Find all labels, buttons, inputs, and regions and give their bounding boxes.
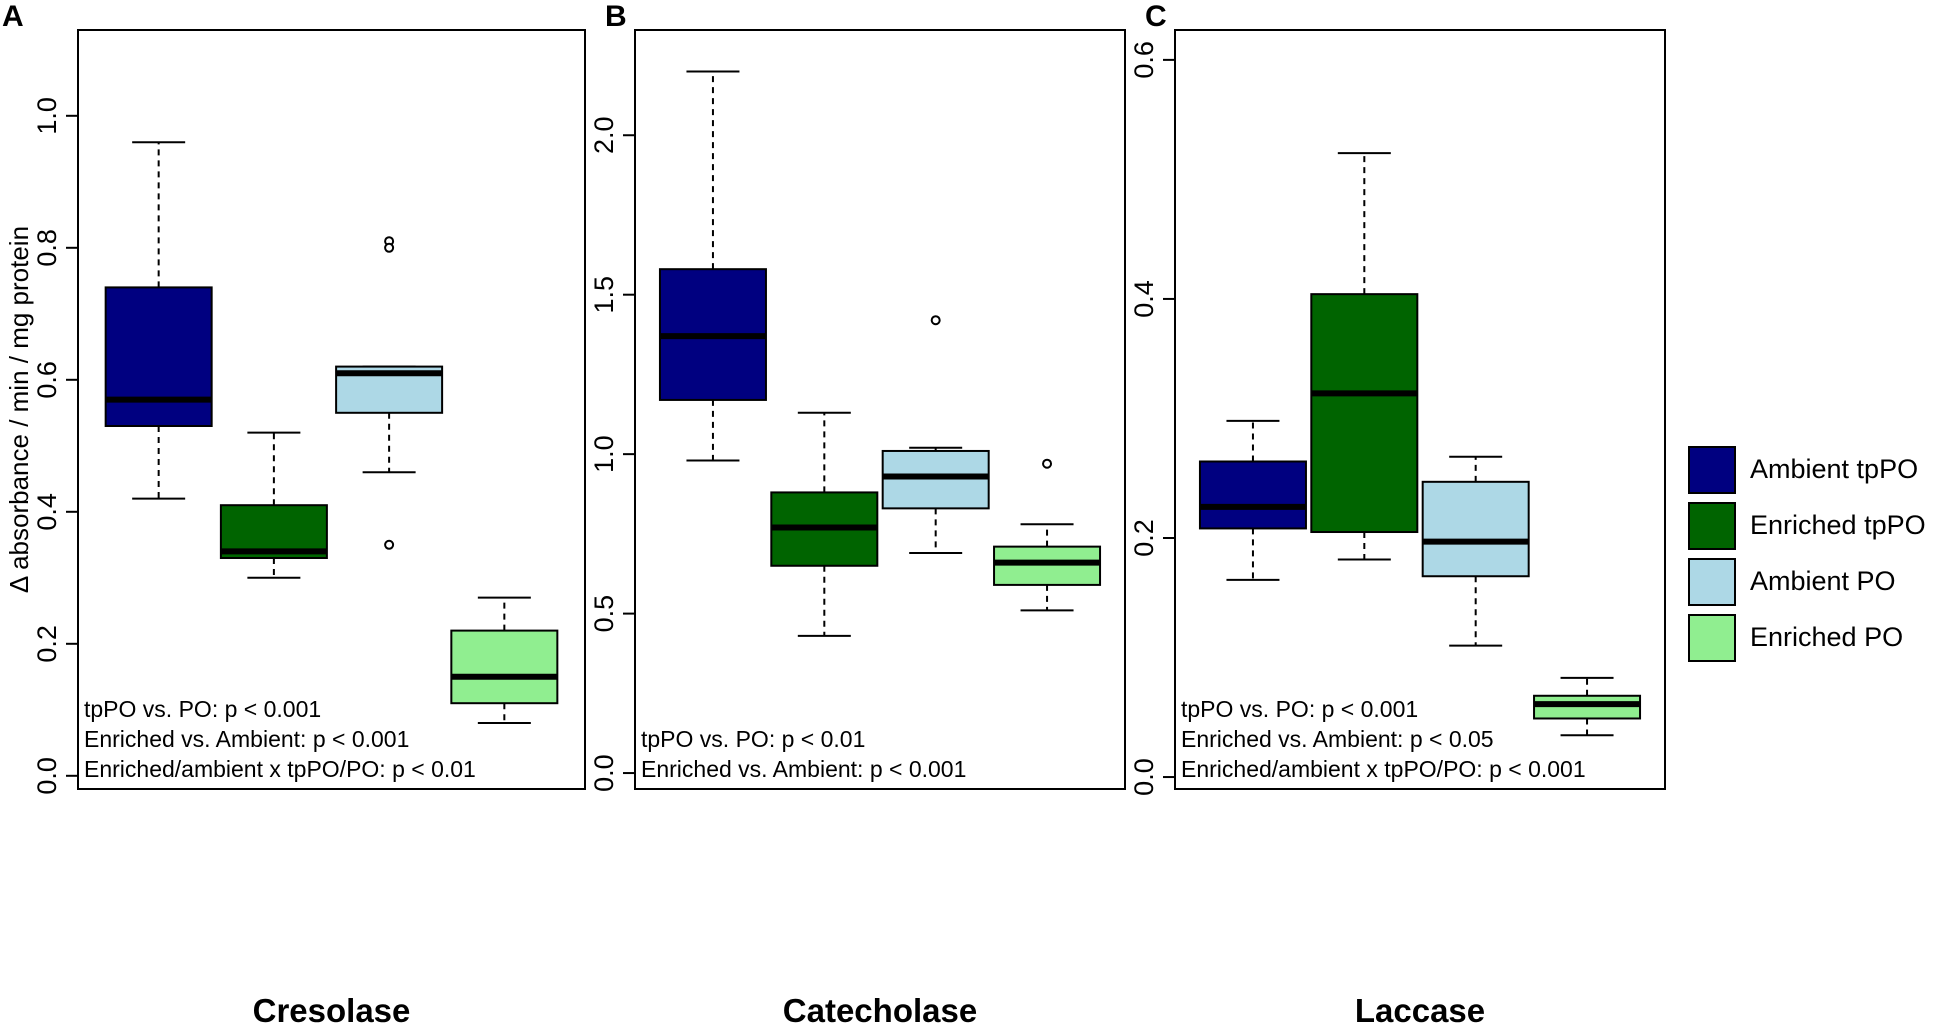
- box-iqr: [1198, 460, 1307, 530]
- panel-a-box-enriched-tppo: [219, 431, 328, 579]
- panel-b-box-enriched-tppo: [770, 411, 879, 637]
- panel-a-box-ambient-po: [335, 236, 444, 550]
- box-iqr: [450, 629, 559, 705]
- panel-c-annotation: Enriched vs. Ambient: p < 0.05: [1181, 726, 1494, 752]
- legend-swatch-enriched-po: [1688, 614, 1736, 662]
- legend-label-ambient-tppo: Ambient tpPO: [1750, 454, 1919, 484]
- panel-c-box-ambient-po: [1421, 455, 1530, 647]
- box-iqr: [881, 449, 990, 510]
- panel-a-annotation: tpPO vs. PO: p < 0.001: [84, 696, 321, 722]
- panel-b: 0.0 0.5 1.0 1.5 2.0 tpPO vs. PO: p < 0.01 Enri…: [589, 0, 1126, 1029]
- outlier-point: [1042, 458, 1053, 469]
- panel-a-annotation: Enriched vs. Ambient: p < 0.001: [84, 726, 409, 752]
- legend-swatch-enriched-tppo: [1688, 502, 1736, 550]
- panel-b-annotation: tpPO vs. PO: p < 0.01: [641, 726, 865, 752]
- legend-swatch-ambient-tppo: [1688, 446, 1736, 494]
- panel-a-ytick-label: 0.6: [32, 361, 62, 399]
- panel-a-ytick-label: 0.2: [32, 625, 62, 663]
- panel-c-annotation: tpPO vs. PO: p < 0.001: [1181, 696, 1418, 722]
- panel-c-ytick-label: 0.4: [1129, 280, 1159, 318]
- box-iqr: [104, 286, 213, 427]
- panel-b-letter: B: [605, 0, 627, 33]
- panel-b-annotation: Enriched vs. Ambient: p < 0.001: [641, 756, 966, 782]
- panel-c: 0.0 0.2 0.4 0.6 tpPO vs. PO: p < 0.001 Enrich…: [1129, 0, 1666, 1029]
- panel-a: 0.0 0.2 0.4 0.6 0.8 1.0 tpPO vs. PO: p < 0.001…: [2, 0, 586, 1029]
- panel-a-ytick-label: 0.0: [32, 757, 62, 795]
- box-iqr: [1421, 480, 1530, 578]
- panel-c-ytick-label: 0.2: [1129, 519, 1159, 557]
- outlier-point: [384, 242, 395, 253]
- panel-a-frame: [77, 29, 586, 790]
- panel-b-box-enriched-po: [993, 458, 1102, 612]
- panel-c-annotation: Enriched/ambient x tpPO/PO: p < 0.001: [1181, 756, 1586, 782]
- panel-b-ytick-label: 1.5: [589, 276, 619, 314]
- panel-b-ytick-label: 0.0: [589, 754, 619, 792]
- panel-b-box-ambient-po: [881, 315, 990, 555]
- panel-b-frame: [634, 29, 1126, 790]
- box-iqr: [1310, 293, 1419, 534]
- panel-a-ytick-label: 0.4: [32, 493, 62, 531]
- panel-a-box-ambient-tppo: [104, 141, 213, 500]
- panel-c-ytick-label: 0.0: [1129, 758, 1159, 796]
- panel-c-box-enriched-po: [1533, 676, 1642, 737]
- panel-c-frame: [1174, 29, 1666, 790]
- box-iqr: [993, 545, 1102, 586]
- y-axis-label: Δ absorbance / min / mg protein: [4, 226, 34, 593]
- legend-label-enriched-tppo: Enriched tpPO: [1750, 510, 1926, 540]
- panel-a-box-enriched-po: [450, 596, 559, 724]
- panel-a-ytick-label: 1.0: [32, 97, 62, 135]
- panel-a-annotation: Enriched/ambient x tpPO/PO: p < 0.01: [84, 756, 476, 782]
- panel-c-box-ambient-tppo: [1198, 419, 1307, 581]
- panel-a-letter: A: [2, 0, 24, 33]
- legend-label-ambient-po: Ambient PO: [1750, 566, 1896, 596]
- panel-c-box-enriched-tppo: [1310, 152, 1419, 561]
- legend-label-enriched-po: Enriched PO: [1750, 622, 1904, 652]
- panel-b-ytick-label: 2.0: [589, 116, 619, 154]
- outlier-point: [930, 315, 941, 326]
- panel-b-title: Catecholase: [783, 992, 977, 1029]
- panel-b-ytick-label: 1.0: [589, 435, 619, 473]
- panel-b-ytick-label: 0.5: [589, 595, 619, 633]
- panel-c-letter: C: [1145, 0, 1167, 33]
- panel-c-title: Laccase: [1355, 992, 1485, 1029]
- panel-b-box-ambient-tppo: [658, 70, 767, 462]
- legend-swatch-ambient-po: [1688, 558, 1736, 606]
- panel-a-ytick-label: 0.8: [32, 229, 62, 267]
- outlier-point: [384, 539, 395, 550]
- panel-a-title: Cresolase: [253, 992, 411, 1029]
- panel-c-ytick-label: 0.6: [1129, 41, 1159, 79]
